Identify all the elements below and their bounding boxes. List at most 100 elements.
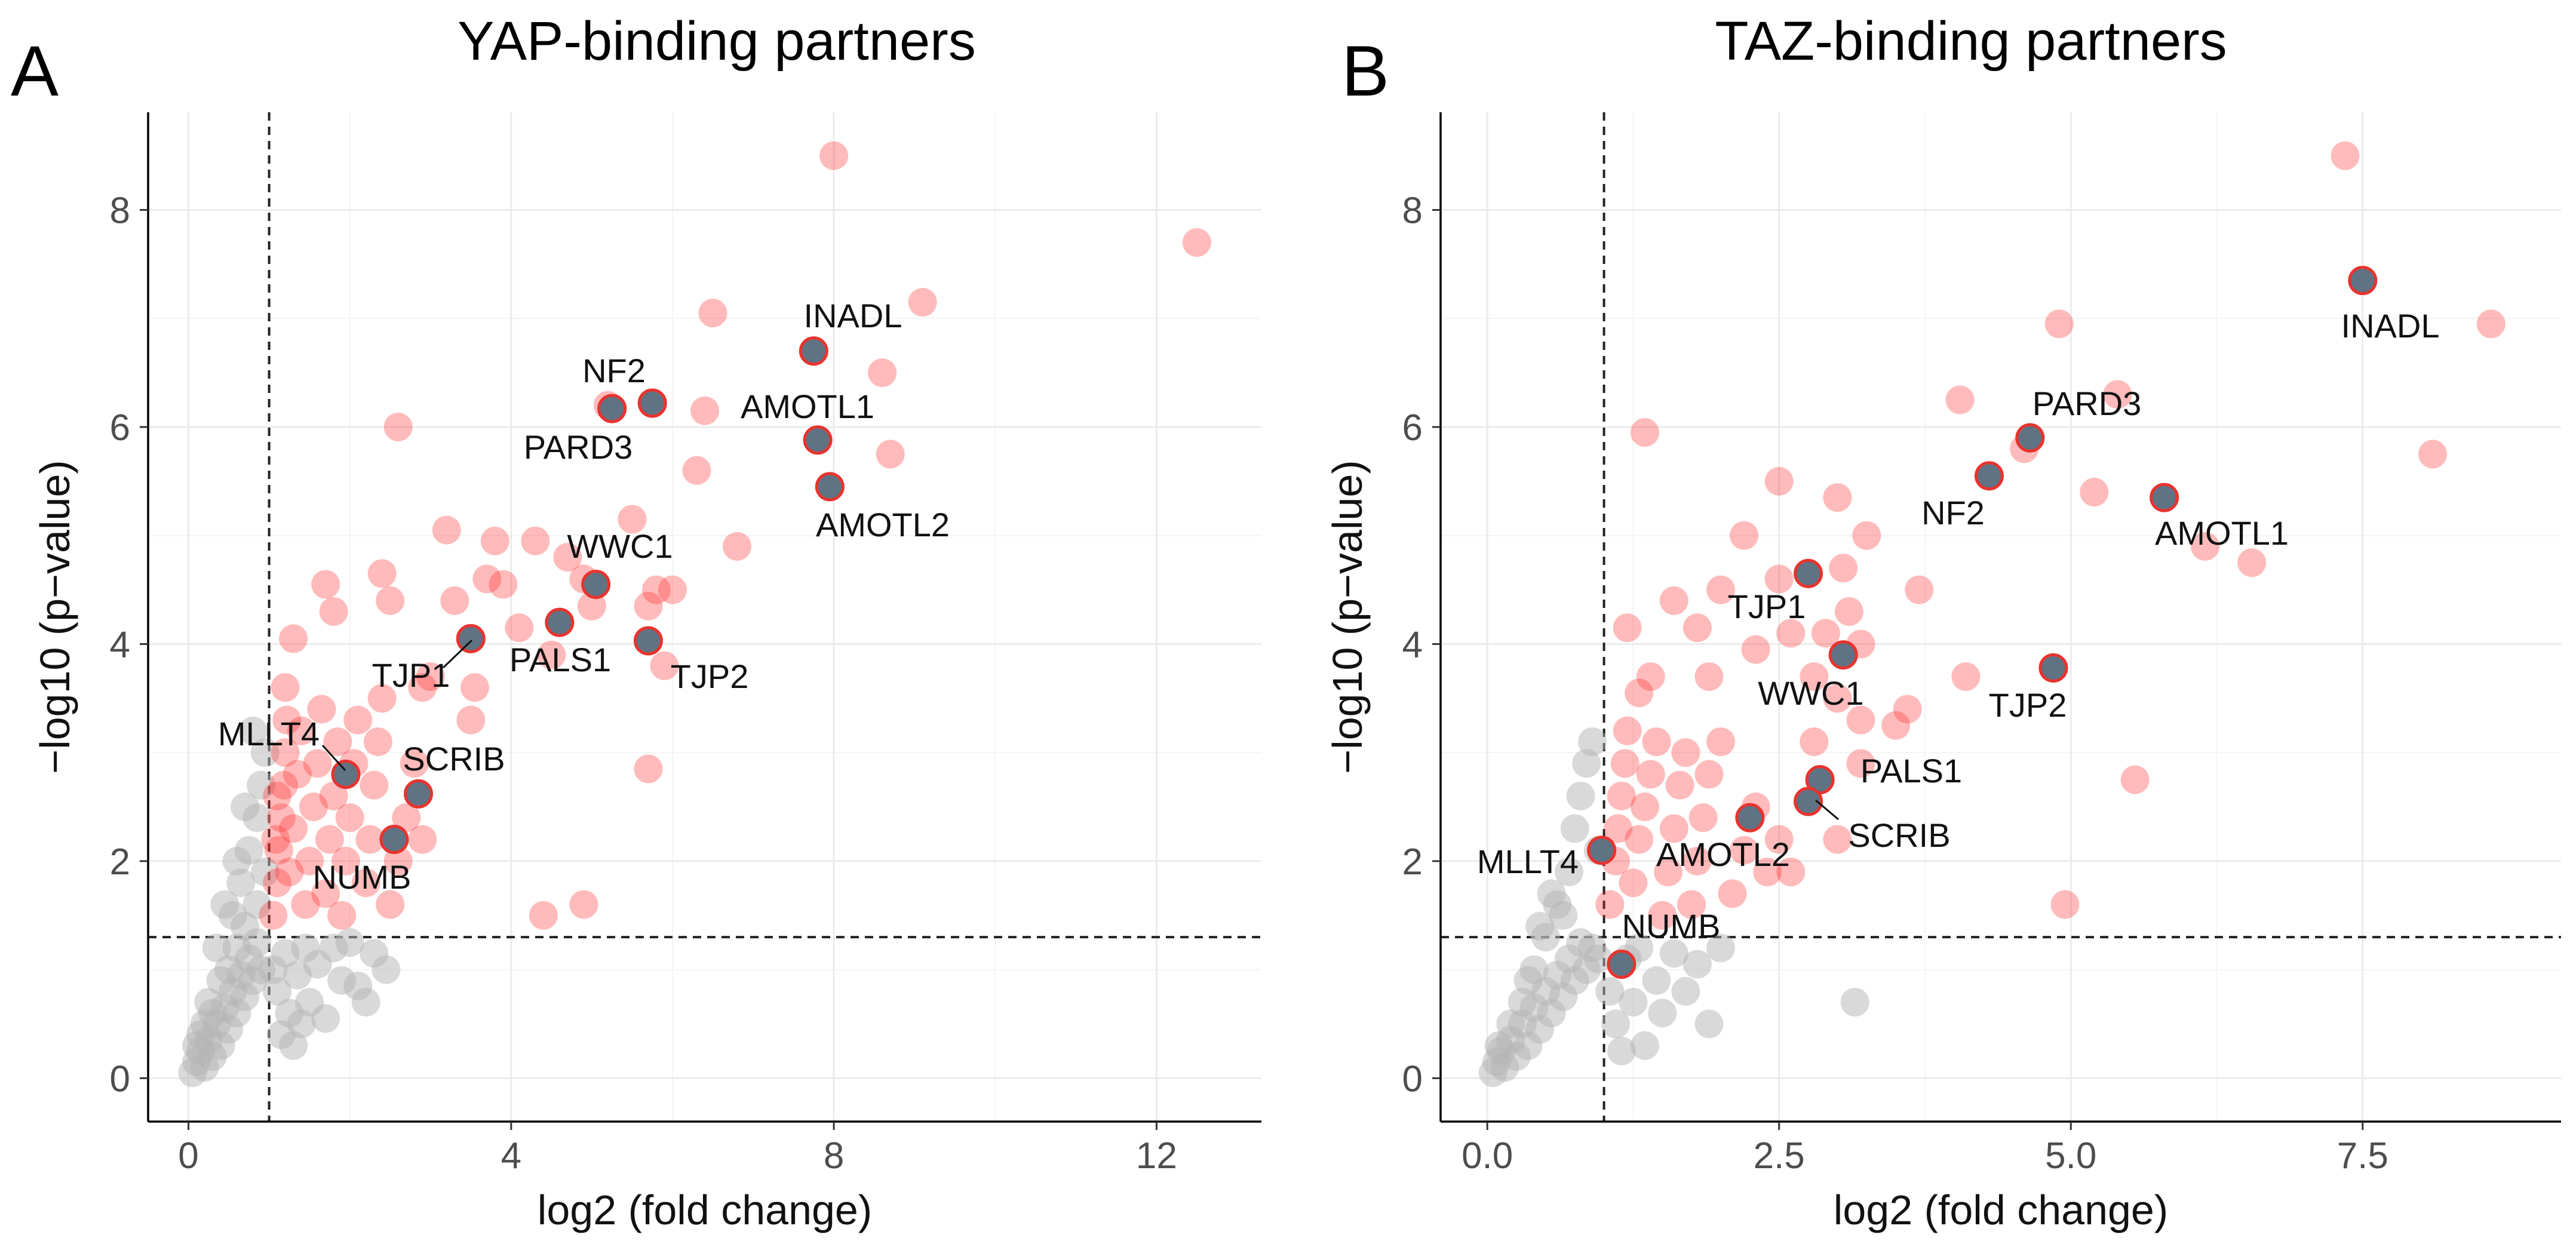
significant-point — [658, 575, 687, 604]
nonsignificant-point — [238, 716, 268, 745]
chart-title: YAP-binding partners — [458, 11, 976, 72]
nonsignificant-point — [194, 988, 223, 1017]
significant-point — [569, 890, 598, 919]
significant-point — [1636, 760, 1665, 789]
significant-point — [319, 597, 348, 626]
nonsignificant-point — [1578, 727, 1607, 756]
significant-point — [480, 526, 509, 555]
gene-label-mllt4: MLLT4 — [1477, 843, 1579, 880]
nonsignificant-point — [1630, 1031, 1659, 1060]
significant-point — [275, 858, 304, 887]
significant-point — [408, 673, 437, 702]
gridlines — [1441, 112, 2561, 1122]
significant-point — [1741, 635, 1770, 664]
significant-point — [1625, 678, 1654, 708]
gene-label-tjp1: TJP1 — [372, 656, 450, 694]
nonsignificant-point — [222, 933, 251, 963]
significant-point — [1951, 662, 1981, 691]
significant-point — [521, 526, 550, 555]
series-highlighted — [1587, 266, 2378, 979]
significant-point — [634, 591, 663, 621]
nonsignificant-point — [1507, 988, 1537, 1017]
series-significant — [1595, 141, 2506, 930]
y-tick-label: 6 — [1402, 407, 1423, 449]
nonsignificant-point — [351, 988, 380, 1017]
gene-label-tjp1: TJP1 — [1728, 588, 1806, 625]
gene-label-nf2: NF2 — [582, 352, 646, 389]
significant-point — [529, 901, 558, 930]
highlighted-point — [379, 825, 409, 855]
significant-point — [2418, 440, 2448, 469]
nonsignificant-point — [247, 770, 276, 800]
label-leader-line — [442, 639, 473, 669]
x-tick-label: 2.5 — [1754, 1135, 1805, 1177]
nonsignificant-point — [1607, 1036, 1636, 1065]
nonsignificant-point — [231, 793, 260, 822]
gene-label-inadl: INADL — [2341, 307, 2440, 345]
y-tick-label: 8 — [1402, 191, 1423, 232]
significant-point — [1694, 760, 1724, 789]
nonsignificant-point — [1682, 950, 1712, 979]
significant-point — [1595, 890, 1625, 919]
highlighted-point — [545, 607, 575, 637]
significant-point — [432, 515, 461, 545]
significant-point — [1834, 597, 1863, 626]
significant-point — [279, 814, 308, 843]
nonsignificant-point — [287, 1009, 316, 1039]
significant-point — [295, 846, 324, 876]
significant-point — [360, 770, 389, 800]
nonsignificant-point — [279, 1031, 308, 1060]
nonsignificant-point — [206, 966, 235, 995]
highlighted-point — [1794, 787, 1823, 816]
y-tick-label: 8 — [110, 191, 130, 232]
series-significant — [259, 141, 1211, 930]
highlighted-point — [2348, 266, 2378, 296]
panel-a: A YAP-binding partners 0 4 8 12 0 2 4 6 8 log2 (fol… — [11, 11, 1261, 1233]
nonsignificant-point — [263, 976, 292, 1006]
nonsignificant-point — [1840, 988, 1869, 1017]
x-tick-label: 4 — [501, 1135, 521, 1177]
x-tick-label: 7.5 — [2337, 1135, 2388, 1177]
highlighted-point — [1735, 803, 1765, 833]
highlighted-point — [815, 472, 845, 502]
significant-point — [2237, 548, 2267, 578]
gene-label-scrib: SCRIB — [1848, 816, 1950, 854]
significant-point — [1659, 814, 1688, 843]
significant-point — [2044, 309, 2074, 339]
significant-point — [269, 770, 298, 800]
significant-point — [2103, 380, 2132, 409]
nonsignificant-point — [1566, 781, 1595, 810]
y-tick-label: 6 — [110, 407, 130, 449]
gene-label-pals1: PALS1 — [1860, 752, 1962, 790]
nonsignificant-point — [202, 933, 231, 963]
gene-label-pard3: PARD3 — [2032, 385, 2142, 422]
significant-point — [1823, 684, 1852, 713]
highlighted-point — [1794, 558, 1823, 588]
chart-title: TAZ-binding partners — [1715, 11, 2227, 72]
significant-point — [1852, 521, 1881, 550]
highlighted-point — [1828, 640, 1858, 670]
significant-point — [690, 396, 719, 425]
highlighted-point — [403, 779, 433, 809]
gene-label-nf2: NF2 — [1921, 494, 1985, 532]
significant-point — [723, 532, 752, 561]
series-not-significant — [1478, 727, 1869, 1088]
nonsignificant-point — [1549, 901, 1578, 930]
y-tick-label: 2 — [110, 841, 130, 883]
highlighted-point — [2150, 483, 2179, 512]
gene-label-amotl1: AMOTL1 — [741, 388, 874, 425]
significant-point — [1613, 613, 1642, 643]
significant-point — [367, 559, 397, 588]
y-axis-title: −log10 (p−value) — [1324, 460, 1371, 773]
significant-point — [1800, 727, 1829, 756]
gene-label-mllt4: MLLT4 — [218, 715, 320, 752]
significant-point — [264, 836, 293, 865]
significant-point — [319, 781, 348, 810]
highlighted-point — [1607, 950, 1637, 979]
nonsignificant-point — [1601, 1009, 1631, 1039]
nonsignificant-point — [1560, 814, 1589, 843]
significant-point — [261, 825, 290, 854]
gene-label-scrib: SCRIB — [403, 740, 505, 778]
significant-point — [263, 868, 292, 898]
